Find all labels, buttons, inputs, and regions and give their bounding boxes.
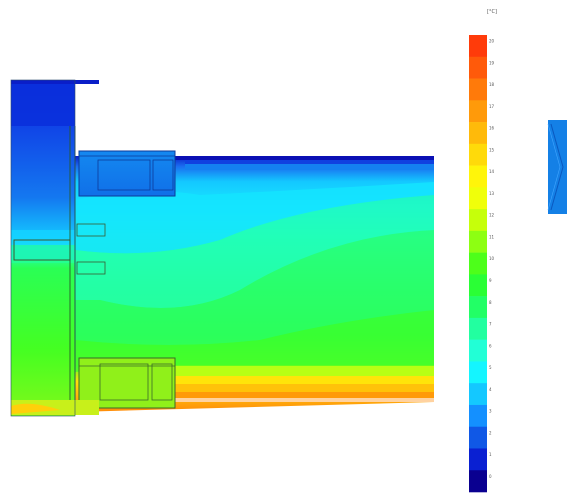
chevron-right-icon [547,123,564,211]
legend-tick-label: 13 [489,191,495,196]
legend-tick-label: 9 [489,278,492,283]
legend-swatch [469,35,487,58]
legend-tick-label: 1 [489,452,492,457]
section-outline [10,79,76,417]
legend-tick-label: 8 [489,300,492,305]
legend-tick-label: 0 [489,474,492,479]
legend-tick-label: 11 [489,234,495,239]
legend-tick-label: 14 [489,169,495,174]
legend-swatch [469,470,487,493]
legend-swatch [469,296,487,319]
next-panel-button[interactable] [547,120,567,214]
legend-tick-label: 17 [489,104,495,109]
legend-swatch [469,317,487,340]
legend-swatches [469,35,487,493]
base-warm-corner [11,403,60,414]
legend-swatch [469,404,487,428]
legend-swatch [469,56,487,79]
legend-tick-label: 4 [489,387,492,392]
legend-tick-label: 15 [489,147,495,152]
legend-swatch [469,78,487,101]
isotherm-band-lime [75,310,434,372]
upper-frame [78,150,176,197]
legend-tick-label: 19 [489,60,495,65]
legend-tick-label: 12 [489,213,495,218]
cold-face [175,156,434,160]
section-drawing [10,79,434,417]
legend-unit: [°C] [487,9,497,15]
isotherm-band-green [75,230,434,345]
legend-swatch [469,274,487,297]
warm-strip-3 [175,384,434,392]
legend-tick-label: 16 [489,126,495,131]
legend-swatch [469,209,487,232]
legend-tick-label: 18 [489,82,495,87]
cold-face-2 [185,160,434,164]
upper-frame-chamber-1 [97,159,151,191]
legend-swatch [469,361,487,384]
isotherm-band-teal [75,195,434,308]
legend-tick-label: 3 [489,409,492,414]
legend-tick-label: 20 [489,39,495,44]
wall-top-cap [11,80,99,84]
legend-swatch [469,252,487,275]
legend-swatch [469,339,487,362]
legend-tick-label: 5 [489,365,492,370]
legend-swatch [469,165,487,188]
warm-strip-1 [175,366,434,376]
joint-insert-2 [76,261,106,275]
warm-strip-4 [175,392,434,398]
legend-swatch [469,100,487,123]
wall-upper-block [11,84,75,126]
cold-face-3 [185,164,434,170]
legend-swatch [469,143,487,166]
warm-strip-2 [175,376,434,384]
isotherm-band-cyan [75,182,434,254]
joint-insert [76,223,106,237]
legend-tick-label: 2 [489,430,492,435]
legend-tick-label: 6 [489,343,492,348]
joint-zone-green [11,245,75,263]
warm-strip-5 [175,398,434,402]
legend-swatch [469,122,487,145]
upper-frame-chamber-2 [152,159,174,191]
legend-swatch [469,230,487,253]
lower-frame-chamber-2 [151,363,173,401]
legend-swatch [469,448,487,471]
legend-tick-label: 7 [489,322,492,327]
legend-swatch [469,426,487,449]
legend-swatch [469,187,487,210]
legend-tick-label: 10 [489,256,495,261]
lower-frame-chamber-1 [99,363,149,401]
legend-swatch [469,383,487,406]
